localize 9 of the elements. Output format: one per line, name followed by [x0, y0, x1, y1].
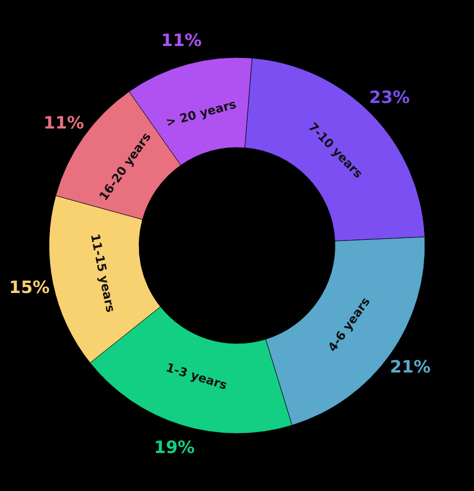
data-label: 21% [390, 358, 431, 378]
data-label: 11% [161, 30, 202, 51]
data-label: 15% [8, 278, 50, 298]
data-label: 19% [154, 438, 195, 458]
data-label: 11% [43, 113, 84, 134]
slice-label: > 20 years [164, 97, 238, 130]
slice-label: 11-15 years [88, 232, 118, 314]
data-label: 23% [369, 88, 410, 108]
slice-label: 1-3 years [164, 360, 229, 392]
